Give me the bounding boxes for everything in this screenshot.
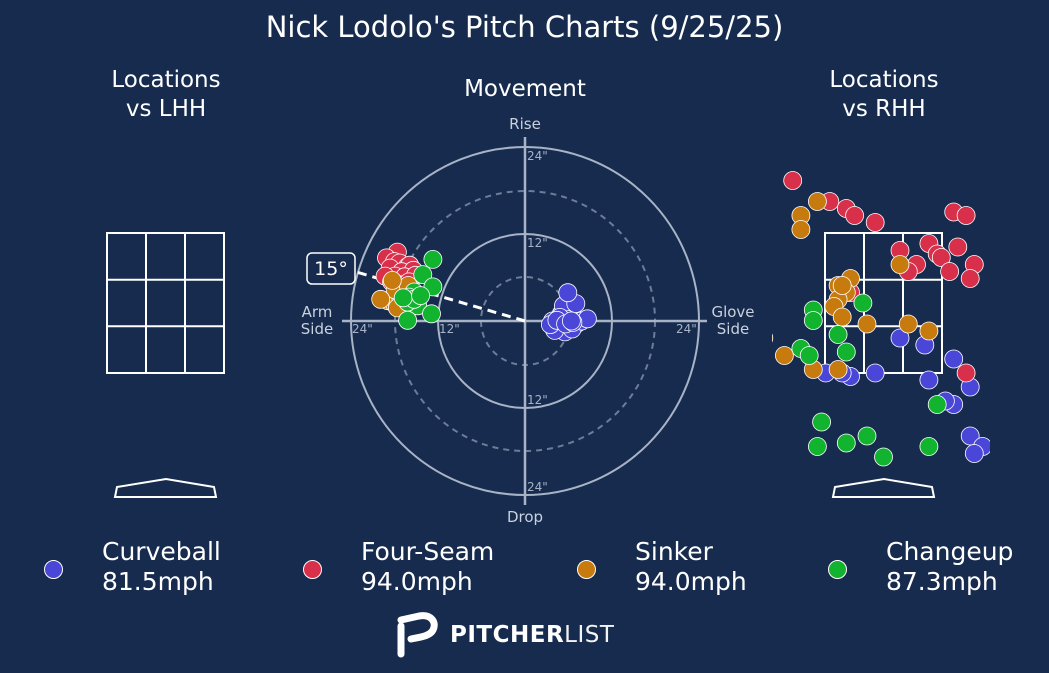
rhh-location-point-sinker [726, 357, 744, 375]
rhh-location-point-curveball [964, 444, 984, 463]
ring-label-right-24: 24" [676, 322, 697, 336]
legend-marker-curveball [44, 560, 63, 579]
legend-speed-sinker: 94.0mph [635, 567, 747, 596]
rhh-location-point-sinker [898, 314, 918, 334]
rhh-location-point-sinker [828, 360, 848, 379]
movement-point-changeup [398, 310, 418, 330]
movement-points [371, 242, 597, 342]
rhh-location-point-curveball [1023, 452, 1041, 470]
movement-point-curveball [558, 283, 578, 303]
rhh-location-point-four-seam [681, 193, 699, 211]
rhh-location-point-curveball [919, 370, 939, 390]
movement-point-sinker [382, 270, 402, 290]
rhh-home-plate [831, 477, 936, 498]
rhh-location-point-curveball [960, 426, 980, 446]
ring-label-top-12: 12" [527, 236, 548, 250]
rhh-location-points [668, 147, 1049, 494]
rhh-location-point-four-seam [956, 363, 976, 383]
legend-marker-four-seam [303, 560, 322, 579]
movement-point-changeup [411, 286, 431, 306]
rhh-location-point-four-seam [931, 248, 951, 267]
lhh-strike-zone [106, 232, 225, 374]
movement-point-curveball [562, 311, 581, 331]
rhh-location-point-sinker [775, 346, 794, 365]
movement-point-changeup [423, 249, 443, 269]
legend-label-changeup: Changeup [886, 537, 1014, 566]
rhh-location-point-four-seam [845, 206, 864, 225]
rhh-location-point-curveball [1036, 438, 1049, 456]
rhh-location-point-four-seam [994, 364, 1012, 382]
rhh-location-point-curveball [944, 349, 964, 369]
rhh-location-point-changeup [812, 412, 831, 432]
rhh-location-point-sinker [772, 333, 774, 343]
pitcherlist-wordmark: PITCHERLIST [450, 622, 615, 648]
legend-marker-sinker [577, 560, 596, 579]
rhh-location-point-curveball [865, 363, 885, 383]
rhh-location-point-changeup [836, 433, 856, 453]
ring-label-top-24: 24" [527, 149, 548, 163]
legend-marker-changeup [828, 560, 847, 579]
axis-label-drop: Drop [507, 508, 543, 526]
ring-label-left-12: 12" [439, 322, 460, 336]
legend-speed-four-seam: 94.0mph [361, 567, 473, 596]
rhh-location-point-sinker [832, 276, 852, 295]
rhh-location-point-four-seam [994, 242, 1012, 260]
rhh-location-point-curveball [998, 410, 1016, 428]
rhh-location-point-changeup [857, 426, 877, 446]
rhh-location-point-four-seam [709, 235, 727, 253]
pitcherlist-p-icon [397, 612, 438, 658]
legend-label-sinker: Sinker [635, 537, 713, 566]
legend-speed-changeup: 87.3mph [886, 567, 998, 596]
movement-point-changeup [422, 304, 441, 324]
rhh-location-point-sinker [890, 255, 910, 274]
movement-point-changeup [393, 288, 413, 308]
ring-label-bottom-12: 12" [527, 393, 548, 407]
rhh-location-point-four-seam [865, 213, 885, 232]
rhh-location-point-four-seam [668, 147, 686, 165]
rhh-location-point-changeup [803, 311, 823, 330]
ring-label-bottom-24: 24" [527, 480, 548, 494]
movement-point-changeup [413, 265, 433, 285]
svg-text:15°: 15° [314, 258, 348, 280]
rhh-location-point-curveball [1011, 417, 1029, 435]
lhh-panel-title: Locations vs LHH [111, 67, 221, 122]
rhh-location-point-changeup [808, 437, 827, 456]
rhh-panel-title: Locations vs RHH [829, 67, 939, 122]
rhh-location-point-curveball [1031, 476, 1049, 494]
rhh-location-point-four-seam [960, 269, 980, 288]
rhh-location-point-sinker [919, 321, 939, 341]
rhh-location-point-four-seam [783, 171, 803, 190]
rhh-location-point-changeup [927, 395, 947, 414]
rhh-location-point-four-seam [956, 206, 976, 225]
lhh-home-plate [113, 477, 218, 498]
rhh-location-point-changeup [799, 346, 819, 365]
ring-label-left-24: 24" [352, 322, 373, 336]
rhh-location-point-changeup [836, 342, 856, 362]
rhh-location-point-sinker [791, 220, 811, 239]
rhh-location-point-curveball [890, 328, 910, 348]
rhh-location-point-curveball [998, 431, 1016, 449]
rhh-location-point-curveball [734, 371, 752, 389]
legend-label-curveball: Curveball [102, 537, 221, 566]
rhh-location-point-changeup [828, 325, 848, 344]
rhh-location-point-sinker [808, 192, 827, 211]
legend-label-four-seam: Four-Seam [361, 537, 495, 566]
rhh-location-point-sinker [857, 314, 877, 334]
rhh-location-point-changeup [919, 437, 939, 456]
arm-angle-badge: 15° [306, 252, 356, 285]
rhh-location-point-changeup [874, 447, 893, 467]
movement-panel-title: Movement [464, 76, 586, 102]
axis-label-rise: Rise [509, 115, 541, 133]
rhh-location-point-four-seam [940, 262, 959, 281]
axis-label-arm-side: Arm Side [301, 303, 333, 338]
rhh-location-point-four-seam [714, 151, 732, 169]
rhh-location-point-changeup [853, 293, 873, 313]
movement-point-sinker [371, 289, 391, 309]
axis-label-glove-side: Glove Side [711, 303, 754, 338]
rhh-location-point-four-seam [948, 237, 968, 257]
legend-speed-curveball: 81.5mph [102, 567, 214, 596]
page-title: Nick Lodolo's Pitch Charts (9/25/25) [265, 10, 784, 44]
rhh-location-point-sinker [832, 307, 852, 327]
